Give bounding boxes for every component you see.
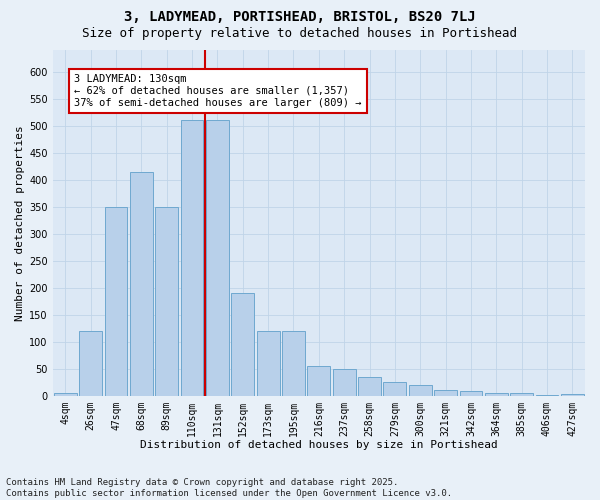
Bar (561, 394, 584, 396)
Bar (282, 331, 305, 396)
Bar (383, 382, 406, 396)
Bar (206, 120, 229, 396)
Bar (358, 377, 381, 396)
Text: 3, LADYMEAD, PORTISHEAD, BRISTOL, BS20 7LJ: 3, LADYMEAD, PORTISHEAD, BRISTOL, BS20 7… (124, 10, 476, 24)
Bar (130, 172, 153, 396)
Bar (485, 393, 508, 396)
X-axis label: Distribution of detached houses by size in Portishead: Distribution of detached houses by size … (140, 440, 498, 450)
Bar (79, 331, 102, 396)
Text: 3 LADYMEAD: 130sqm
← 62% of detached houses are smaller (1,357)
37% of semi-deta: 3 LADYMEAD: 130sqm ← 62% of detached hou… (74, 74, 362, 108)
Bar (536, 394, 559, 396)
Bar (232, 293, 254, 396)
Y-axis label: Number of detached properties: Number of detached properties (15, 125, 25, 320)
Bar (257, 331, 280, 396)
Bar (409, 385, 431, 396)
Bar (460, 392, 482, 396)
Bar (54, 393, 77, 396)
Text: Size of property relative to detached houses in Portishead: Size of property relative to detached ho… (83, 28, 517, 40)
Bar (510, 393, 533, 396)
Bar (333, 368, 356, 396)
Bar (434, 390, 457, 396)
Bar (181, 120, 203, 396)
Text: Contains HM Land Registry data © Crown copyright and database right 2025.
Contai: Contains HM Land Registry data © Crown c… (6, 478, 452, 498)
Bar (155, 206, 178, 396)
Bar (307, 366, 330, 396)
Bar (104, 206, 127, 396)
